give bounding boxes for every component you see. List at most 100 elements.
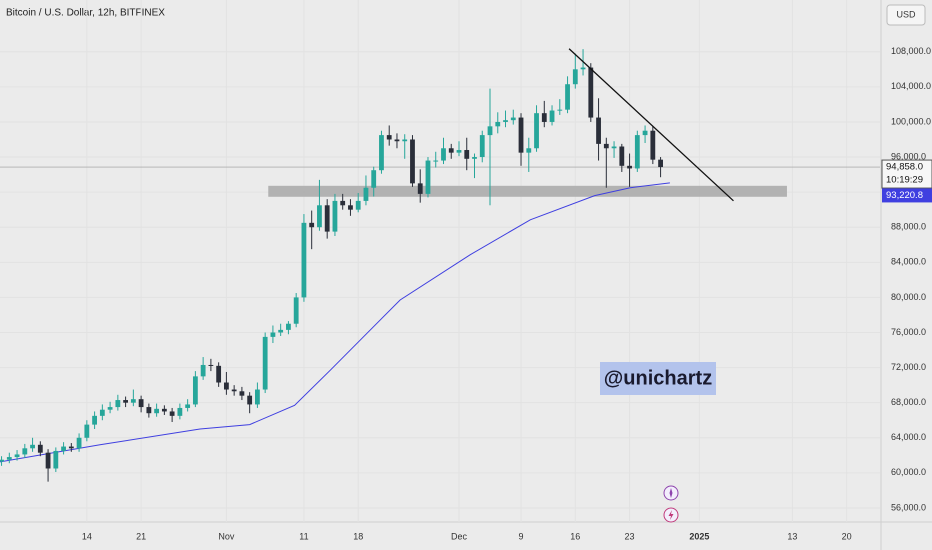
y-tick-label: 84,000.0 xyxy=(891,257,926,267)
candle-body xyxy=(247,395,253,405)
candle-body xyxy=(255,389,260,405)
x-tick-label: 2025 xyxy=(689,531,709,541)
candle-body xyxy=(588,67,594,118)
candle-body xyxy=(487,126,493,136)
candle-body xyxy=(76,437,82,449)
watermark-box xyxy=(600,362,716,395)
x-tick-label: 18 xyxy=(353,531,363,541)
currency-label[interactable]: USD xyxy=(896,9,916,19)
candle-body xyxy=(402,139,408,142)
candle-body xyxy=(611,146,617,149)
candle-body xyxy=(192,376,198,405)
x-tick-label: Nov xyxy=(218,531,235,541)
candle-body xyxy=(45,452,51,469)
candle-body xyxy=(518,117,524,153)
candle-body xyxy=(22,448,28,455)
candle-body xyxy=(208,364,214,366)
y-tick-label: 80,000.0 xyxy=(891,292,926,302)
candle-body xyxy=(510,117,516,121)
currency-box[interactable] xyxy=(886,4,926,26)
candle-body xyxy=(130,399,136,403)
candle-body xyxy=(53,450,59,469)
candle-body xyxy=(534,113,539,149)
candle-body xyxy=(286,323,291,330)
candle-body xyxy=(495,121,501,127)
candle-body xyxy=(278,329,284,333)
candle-body xyxy=(448,148,454,153)
candle-body xyxy=(169,411,175,416)
candle-body xyxy=(84,424,90,438)
candle-body xyxy=(634,135,640,169)
candle-body xyxy=(386,135,392,140)
chart-title: Bitcoin / U.S. Dollar, 12h, BITFINEX xyxy=(6,8,165,19)
event-icon-glyph xyxy=(669,488,673,498)
y-tick-label: 100,000.0 xyxy=(891,116,931,126)
y-tick-label: 60,000.0 xyxy=(891,467,926,477)
candle-body xyxy=(200,364,206,377)
x-tick-label: 16 xyxy=(570,531,580,541)
y-tick-label: 68,000.0 xyxy=(891,397,926,407)
candle-body xyxy=(658,159,663,168)
event-icon-glyph xyxy=(668,510,674,520)
candle-body xyxy=(231,389,237,392)
x-tick-label: 11 xyxy=(299,531,308,541)
y-tick-label: 64,000.0 xyxy=(891,432,926,442)
candle-body xyxy=(293,297,299,324)
candle-body xyxy=(472,157,477,159)
candle-body xyxy=(37,444,43,453)
candle-body xyxy=(503,120,508,122)
candle-body xyxy=(371,170,377,188)
ma-price-label: 93,220.8 xyxy=(886,190,923,201)
candle-body xyxy=(154,408,160,414)
candle-body xyxy=(324,205,330,232)
candle-body xyxy=(619,146,625,166)
candle-body xyxy=(572,69,578,85)
candle-body xyxy=(642,130,648,136)
candle-body xyxy=(123,400,129,403)
y-tick-label: 88,000.0 xyxy=(891,222,926,232)
candle-body xyxy=(317,205,322,228)
x-tick-label: 13 xyxy=(787,531,797,541)
y-tick-label: 96,000.0 xyxy=(891,151,926,161)
candle-body xyxy=(410,139,415,184)
y-tick-label: 108,000.0 xyxy=(891,46,931,56)
candle-body xyxy=(223,382,229,390)
candle-body xyxy=(332,200,338,232)
x-tick-label: 20 xyxy=(842,531,852,541)
candle-body xyxy=(216,365,222,383)
trendline xyxy=(568,48,734,202)
candle-body xyxy=(301,222,307,298)
candle-body xyxy=(270,332,276,337)
candle-body xyxy=(379,135,384,171)
x-tick-label: 21 xyxy=(136,531,146,541)
candle-body xyxy=(526,148,532,153)
candle-body xyxy=(650,130,656,160)
candle-body xyxy=(479,135,485,158)
candle-body xyxy=(115,400,121,408)
candle-body xyxy=(138,399,144,408)
candle-body xyxy=(340,200,346,206)
candle-body xyxy=(348,205,353,210)
candle-body xyxy=(92,415,97,425)
candle-body xyxy=(549,110,555,122)
candle-body xyxy=(417,183,423,194)
candle-body xyxy=(464,150,470,159)
candle-body xyxy=(441,148,446,161)
candle-body xyxy=(580,67,586,70)
last-price-label: 94,858.0 xyxy=(886,162,923,173)
candle-body xyxy=(309,222,315,228)
countdown-label: 10:19:29 xyxy=(886,175,923,186)
candle-body xyxy=(0,459,4,462)
y-tick-label: 72,000.0 xyxy=(891,362,926,372)
candle-body xyxy=(433,160,439,162)
candle-body xyxy=(596,117,601,144)
candle-body xyxy=(363,187,369,201)
candle-body xyxy=(425,160,431,194)
x-tick-label: 9 xyxy=(519,531,524,541)
y-tick-label: 56,000.0 xyxy=(891,502,926,512)
last-price-box xyxy=(881,159,932,189)
candle-body xyxy=(239,391,245,396)
